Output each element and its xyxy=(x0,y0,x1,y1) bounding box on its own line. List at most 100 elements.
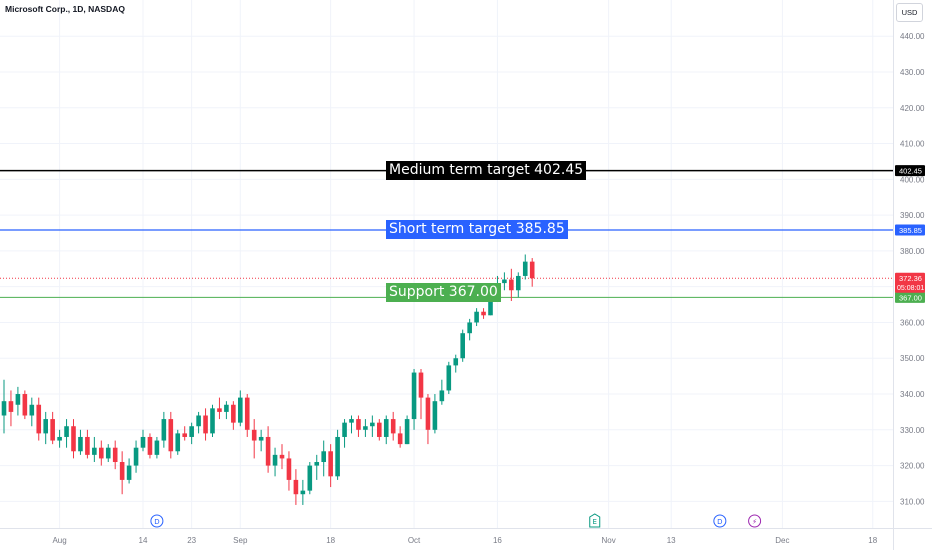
candle-up xyxy=(92,447,97,455)
time-tick-label: 16 xyxy=(493,536,502,545)
short-price-badge-text: 385.85 xyxy=(899,226,922,235)
candle-up xyxy=(161,419,167,441)
support-label[interactable]: Support 367.00 xyxy=(386,283,501,303)
earnings-icon-glyph: E xyxy=(593,518,597,526)
currency-button[interactable]: USD xyxy=(896,3,923,22)
split-icon-glyph: ⚡ xyxy=(752,518,757,526)
candle-up xyxy=(29,404,35,416)
support-price-badge xyxy=(895,291,925,303)
candle-up xyxy=(15,394,21,405)
symbol-title[interactable]: Microsoft Corp., 1D, NASDAQ xyxy=(5,4,125,14)
price-tick-label: 420.00 xyxy=(900,104,925,113)
candle-up xyxy=(349,419,354,423)
candle-up xyxy=(78,436,83,452)
dividend-icon xyxy=(150,514,164,528)
time-tick-label: 23 xyxy=(187,536,196,545)
price-tick-label: 360.00 xyxy=(900,318,925,327)
candle-down xyxy=(244,397,250,430)
candle-up xyxy=(189,426,194,437)
candle-up xyxy=(404,419,410,445)
candle-up xyxy=(321,451,326,463)
candle-up xyxy=(488,290,493,316)
candle-down xyxy=(286,458,292,480)
medium-price-badge xyxy=(895,165,925,177)
grid-lines xyxy=(0,0,893,528)
candle-up xyxy=(411,372,417,420)
time-tick-label: Oct xyxy=(408,536,421,545)
candle-up xyxy=(43,419,48,434)
price-tick-label: 400.00 xyxy=(900,175,925,184)
candle-up xyxy=(383,419,389,437)
dividend-icon-glyph: D xyxy=(154,518,159,526)
price-tick-label: 440.00 xyxy=(900,32,925,41)
candle-down xyxy=(293,479,299,495)
candle-up xyxy=(196,415,201,427)
dividend-icon xyxy=(713,514,727,528)
time-tick-label: Sep xyxy=(233,536,248,545)
candle-down xyxy=(22,394,28,416)
candle-up xyxy=(335,436,340,477)
earnings-icon xyxy=(589,513,601,528)
time-tick-label: Nov xyxy=(602,536,616,545)
candle-up xyxy=(516,275,521,291)
time-tick-label: 18 xyxy=(868,536,877,545)
medium-target-label[interactable]: Medium term target 402.45 xyxy=(386,161,587,181)
time-tick-label: Aug xyxy=(52,536,66,545)
candle-up xyxy=(314,462,320,466)
candle-up xyxy=(467,322,472,334)
candle-down xyxy=(182,433,187,437)
candle-down xyxy=(279,454,285,459)
last-price-badge-text: 372.36 xyxy=(899,274,922,283)
price-tick-label: 340.00 xyxy=(900,390,925,399)
candle-down xyxy=(251,429,257,441)
candles xyxy=(1,254,535,505)
price-tick-label: 350.00 xyxy=(900,354,925,363)
price-tick-label: 430.00 xyxy=(900,68,925,77)
candle-down xyxy=(231,404,236,423)
candle-up xyxy=(140,436,146,448)
time-tick-label: 13 xyxy=(667,536,676,545)
candle-up xyxy=(363,426,368,430)
short-price-badge xyxy=(895,224,925,236)
candle-up xyxy=(453,358,459,366)
time-tick-label: 14 xyxy=(139,536,148,545)
candle-up xyxy=(57,436,62,441)
candle-down xyxy=(203,415,208,434)
candle-down xyxy=(168,419,174,452)
split-icon xyxy=(748,514,762,528)
candle-up xyxy=(210,408,215,434)
candle-down xyxy=(112,447,118,463)
candle-down xyxy=(99,447,104,459)
candle-up xyxy=(272,454,278,466)
candle-down xyxy=(328,451,333,477)
dividend-icon-glyph: D xyxy=(717,518,722,526)
time-tick-label: Dec xyxy=(775,536,789,545)
price-tick-label: 390.00 xyxy=(900,211,925,220)
medium-price-badge-text: 402.45 xyxy=(899,167,922,176)
candle-down xyxy=(418,372,424,398)
time-axis[interactable]: Aug1423Sep18Oct16Nov13Dec18202416 xyxy=(0,528,932,546)
price-tick-label: 310.00 xyxy=(900,497,925,506)
candle-up xyxy=(502,279,507,284)
candle-down xyxy=(217,408,222,412)
candle-down xyxy=(356,419,361,430)
candle-down xyxy=(390,419,396,434)
candle-up xyxy=(64,426,69,437)
candle-up xyxy=(126,465,132,480)
candle-up xyxy=(300,490,306,495)
candle-down xyxy=(119,462,125,480)
last-price-badge-countdown: 05:08:01 xyxy=(897,285,924,292)
price-tick-label: 410.00 xyxy=(900,140,925,149)
candle-up xyxy=(224,404,229,412)
support-price-badge-text: 367.00 xyxy=(899,293,922,302)
time-tick-label: 18 xyxy=(326,536,335,545)
candle-up xyxy=(474,311,479,323)
candle-up xyxy=(238,397,243,423)
candle-down xyxy=(71,426,76,452)
event-markers: D E D ⚡ xyxy=(150,513,762,528)
short-target-label[interactable]: Short term target 385.85 xyxy=(386,220,568,240)
candle-down xyxy=(36,404,42,434)
price-badges: 402.45 385.85 367.00 372.36 05:08:01 xyxy=(895,165,925,303)
candle-up xyxy=(154,440,160,455)
